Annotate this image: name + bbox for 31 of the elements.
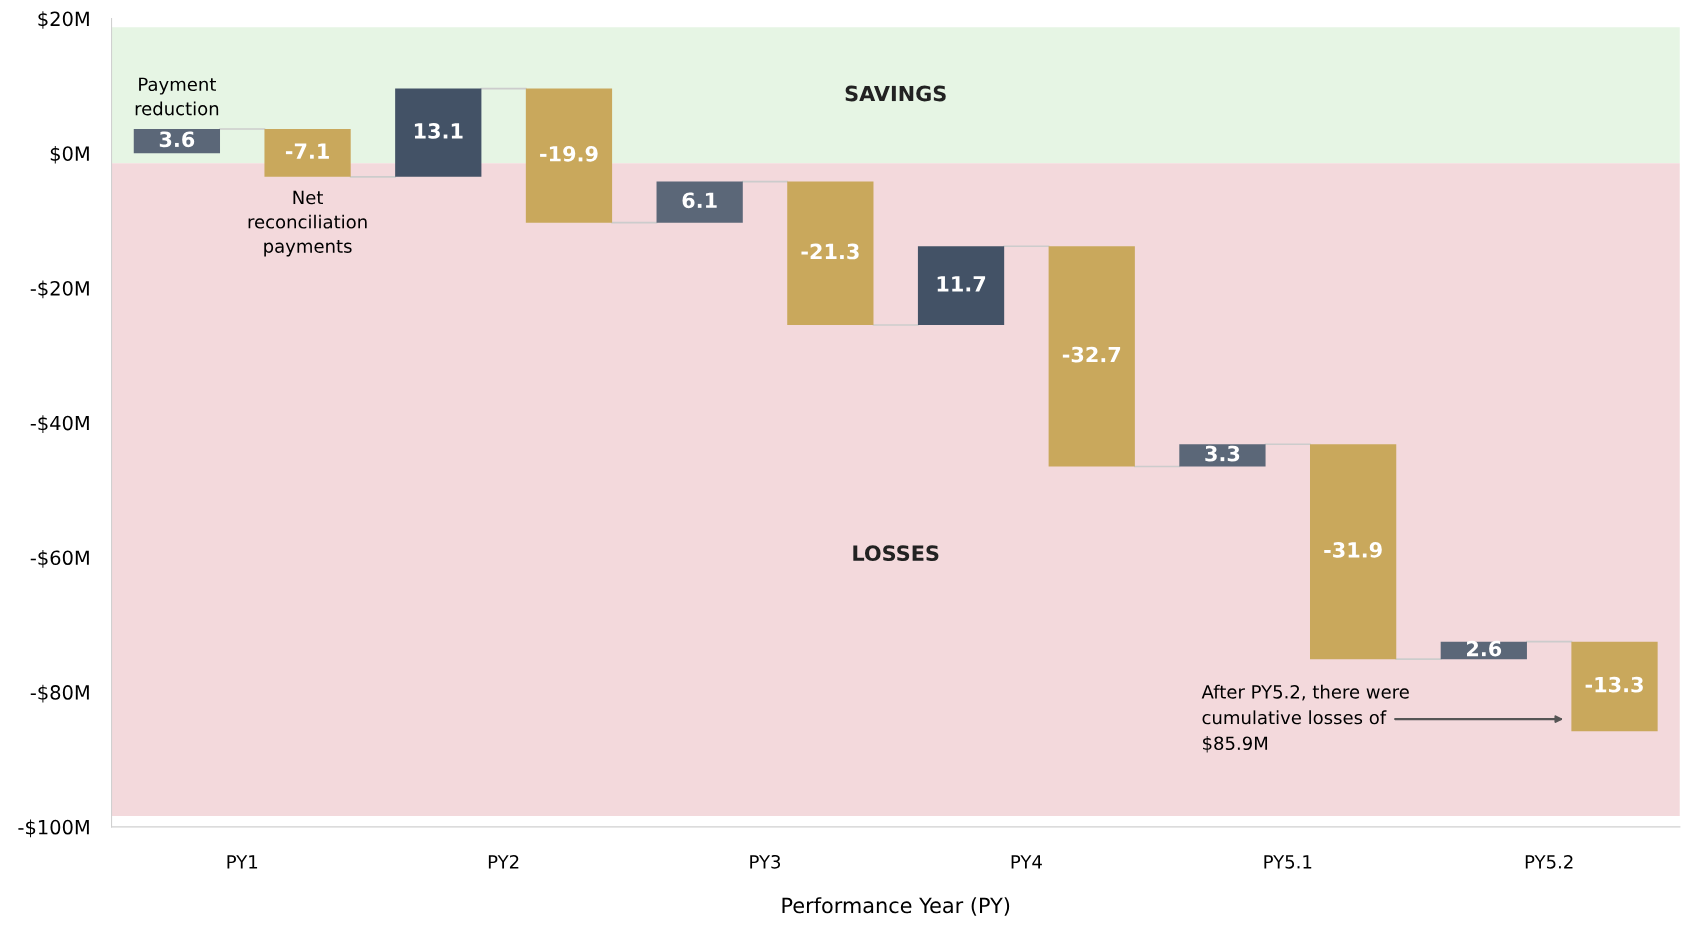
data-label: -19.9 bbox=[540, 145, 598, 162]
band-label: LOSSES bbox=[853, 545, 939, 562]
y-tick-label: -$40M bbox=[30, 415, 89, 433]
series-label: Net reconciliation payments bbox=[248, 190, 367, 257]
y-tick-label: -$60M bbox=[30, 550, 89, 568]
y-tick-label: -$20M bbox=[30, 280, 89, 299]
x-tick-label: PY5.2 bbox=[1525, 854, 1573, 869]
x-tick-label: PY3 bbox=[750, 854, 781, 869]
x-tick-label: PY1 bbox=[227, 855, 258, 869]
data-label: 3.3 bbox=[1205, 445, 1240, 462]
y-tick-label: -$100M bbox=[18, 819, 89, 838]
band-label: SAVINGS bbox=[845, 85, 946, 102]
y-tick-label: $0M bbox=[50, 145, 89, 164]
x-axis-title: Performance Year (PY) bbox=[782, 897, 1010, 916]
data-label: 13.1 bbox=[414, 123, 463, 139]
x-tick-label: PY5.1 bbox=[1264, 855, 1312, 869]
data-label: 11.7 bbox=[937, 276, 986, 292]
series-label: Payment reduction bbox=[135, 77, 219, 116]
x-tick-label: PY4 bbox=[1011, 855, 1042, 869]
data-label: -32.7 bbox=[1062, 346, 1121, 363]
data-label: -13.3 bbox=[1585, 676, 1643, 693]
data-label: -21.3 bbox=[801, 243, 859, 260]
y-tick-label: $20M bbox=[38, 11, 89, 29]
x-tick-label: PY2 bbox=[488, 854, 519, 869]
data-label: 2.6 bbox=[1467, 640, 1502, 657]
data-label: 6.1 bbox=[682, 192, 717, 209]
annotation: After PY5.2, there were cumulative losses of $85.9M bbox=[1201, 684, 1409, 753]
data-label: -7.1 bbox=[285, 143, 329, 159]
y-tick-label: -$80M bbox=[30, 684, 89, 703]
data-label: 3.6 bbox=[159, 131, 195, 148]
data-label: -31.9 bbox=[1324, 542, 1382, 558]
